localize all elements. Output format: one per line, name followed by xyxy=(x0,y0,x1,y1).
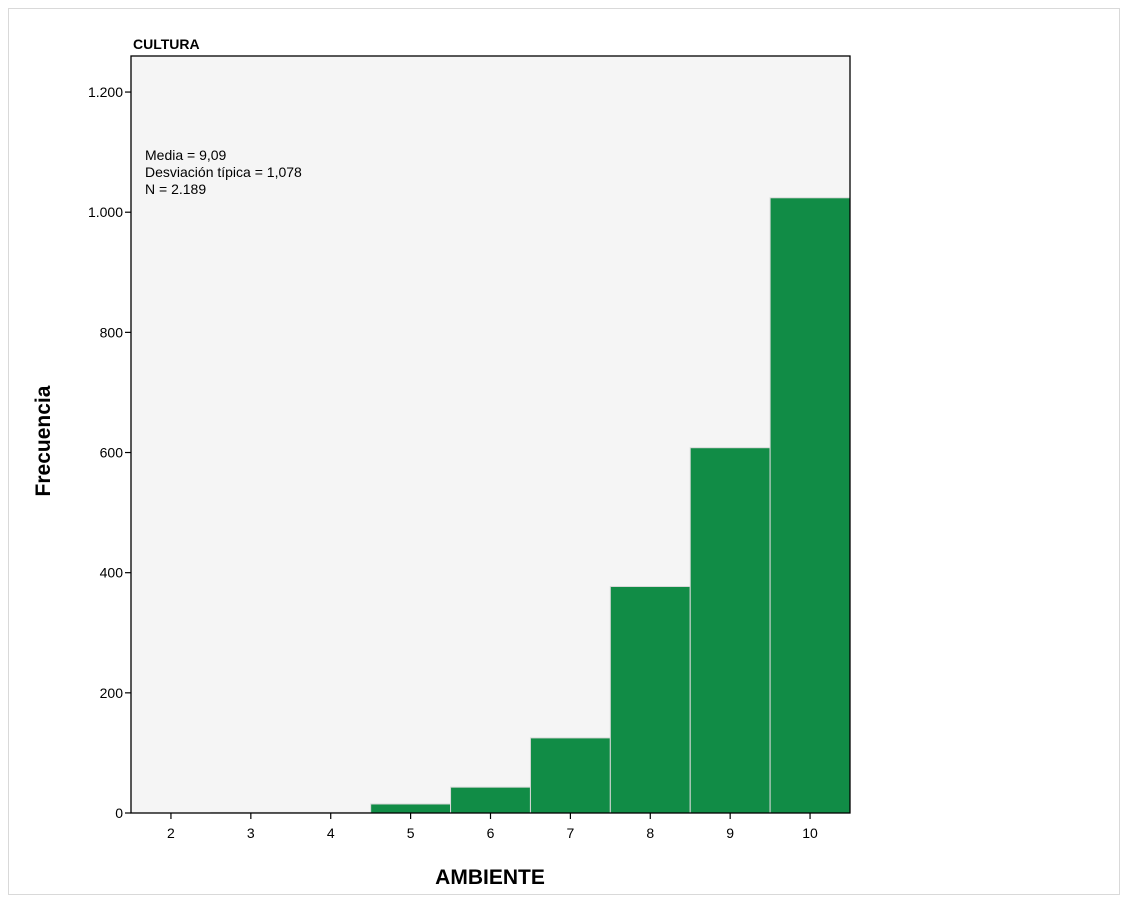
stats-mean: Media = 9,09 xyxy=(145,147,227,163)
x-tick-label: 3 xyxy=(247,825,255,841)
stats-n: N = 2.189 xyxy=(145,181,206,197)
chart-frame: 0 200 400 600 800 1.000 1.200 2 3 4 5 6 7 8 9 10 CULTU… xyxy=(8,8,1120,895)
histogram-bar xyxy=(370,803,452,814)
y-tick-label: 400 xyxy=(100,565,124,581)
chart-title: CULTURA xyxy=(133,36,200,52)
x-axis: 2 3 4 5 6 7 8 9 10 xyxy=(167,813,818,841)
stats-std-dev: Desviación típica = 1,078 xyxy=(145,164,302,180)
histogram-bar xyxy=(769,197,851,814)
y-tick-label: 1.200 xyxy=(88,84,123,100)
x-tick-label: 9 xyxy=(726,825,734,841)
y-tick-label: 600 xyxy=(100,445,124,461)
bars-layer xyxy=(210,197,851,814)
histogram-chart: 0 200 400 600 800 1.000 1.200 2 3 4 5 6 7 8 9 10 CULTU… xyxy=(32,36,851,889)
histogram-bar xyxy=(529,737,611,814)
x-tick-label: 2 xyxy=(167,825,175,841)
x-tick-label: 10 xyxy=(802,825,818,841)
stats-box: Media = 9,09 Desviación típica = 1,078 N… xyxy=(145,147,302,197)
y-tick-label: 200 xyxy=(100,685,124,701)
x-tick-label: 5 xyxy=(407,825,415,841)
x-axis-title: AMBIENTE xyxy=(435,866,545,889)
y-tick-label: 800 xyxy=(100,324,124,340)
x-tick-label: 7 xyxy=(566,825,574,841)
y-axis: 0 200 400 600 800 1.000 1.200 xyxy=(88,84,131,821)
y-tick-label: 0 xyxy=(115,805,123,821)
y-axis-title: Frecuencia xyxy=(32,385,55,496)
histogram-bar xyxy=(609,586,691,814)
histogram-bar xyxy=(450,786,531,814)
y-tick-label: 1.000 xyxy=(88,204,123,220)
x-tick-label: 8 xyxy=(646,825,654,841)
x-tick-label: 4 xyxy=(327,825,335,841)
x-tick-label: 6 xyxy=(487,825,495,841)
histogram-bar xyxy=(689,447,771,814)
